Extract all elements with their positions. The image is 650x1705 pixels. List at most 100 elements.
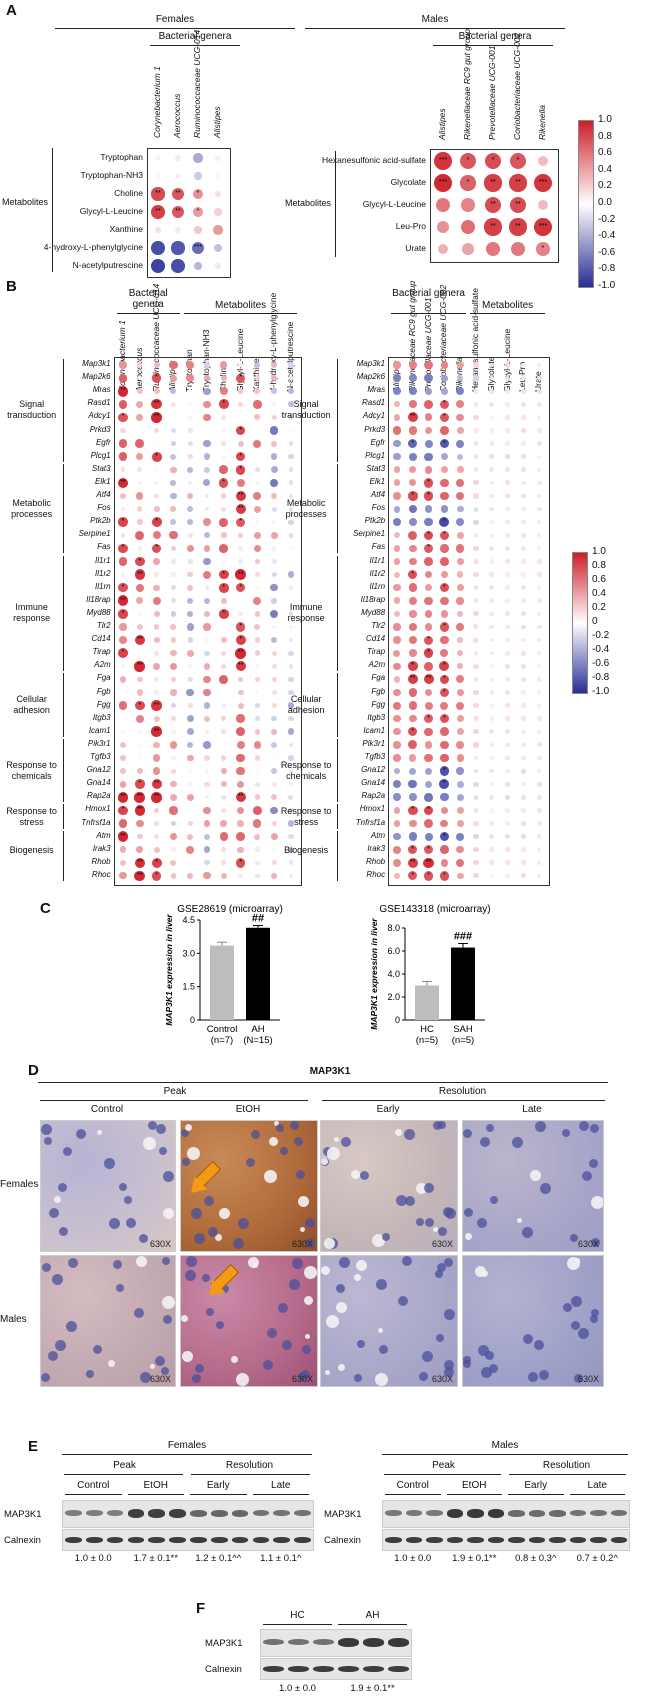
b-males-group-label: Biogenesis <box>284 844 329 855</box>
b-females-dot <box>204 755 210 761</box>
b-females-dot <box>221 559 226 564</box>
b-females-dot <box>118 701 128 710</box>
b-males-dot <box>408 805 418 816</box>
a-females-dot <box>214 190 222 198</box>
b-males-star: * <box>443 780 446 788</box>
b-females-dot <box>203 400 211 408</box>
b-females-dot <box>288 362 294 368</box>
e-females-band <box>294 1510 311 1517</box>
b-males-dot <box>489 598 495 604</box>
e-females-group-line <box>127 1494 184 1495</box>
d-cell-feature <box>140 1371 151 1383</box>
a-males-star: * <box>516 157 520 164</box>
e-females-quant: 1.7 ± 0.1** <box>133 1553 178 1564</box>
b-males-dot <box>440 610 448 618</box>
d-cell-feature <box>436 1262 446 1272</box>
b-males-dot <box>440 571 448 579</box>
b-males-dot <box>424 661 433 671</box>
d-cell-feature <box>57 1183 67 1193</box>
a-males-dot <box>484 152 502 170</box>
d-title: MAP3K1 <box>309 1066 351 1077</box>
d-cell-feature <box>48 1207 59 1218</box>
b-females-dot <box>117 831 129 842</box>
b-females-dot <box>271 650 277 656</box>
d-cell-feature <box>480 1137 491 1148</box>
f-loading-label: Calnexin <box>205 1664 242 1675</box>
b-males-dot <box>536 533 542 538</box>
a-females-metabolite-label: Xanthine <box>109 224 143 234</box>
d-micrograph: 630X <box>40 1120 176 1252</box>
b-males-dot <box>456 505 464 513</box>
colorbar-b-tick: -1.0 <box>592 686 610 697</box>
b-males-dot <box>489 546 495 551</box>
b-females-gene-label: Tirap <box>92 647 111 657</box>
d-cell-feature <box>154 1355 165 1366</box>
e-females-peak-label: Peak <box>113 1460 136 1471</box>
b-females-dot <box>254 375 261 381</box>
b-females-dot <box>235 490 246 502</box>
b-females-dot <box>186 610 194 618</box>
b-males-dot <box>408 871 418 881</box>
a-females-sub-line <box>150 45 240 46</box>
b-females-dot <box>137 611 142 616</box>
b-females-dot <box>270 583 278 592</box>
c-y-tick-label: 2.0 <box>387 992 400 1002</box>
b-females-star: * <box>138 701 142 709</box>
b-females-dot <box>235 635 246 646</box>
b-males-dot <box>456 531 464 539</box>
d-cell-feature <box>181 1157 190 1166</box>
b-males-dot <box>505 860 511 866</box>
b-males-dot <box>408 504 418 514</box>
d-cell-feature <box>528 1371 539 1382</box>
b-males-dot <box>489 388 495 394</box>
b-males-dot <box>505 559 511 564</box>
b-males-dot <box>520 676 526 682</box>
b-males-dot <box>536 415 542 420</box>
a-females-dot <box>192 188 204 200</box>
b-males-dot <box>456 688 464 697</box>
b-males-gene-label: Elk1 <box>369 476 386 486</box>
b-females-star: ** <box>137 806 143 814</box>
d-cell-feature <box>97 1129 103 1135</box>
b-females-star: * <box>239 426 242 434</box>
e-females-band <box>252 1510 270 1517</box>
b-females-dot <box>236 832 245 841</box>
b-females-dot <box>255 585 260 590</box>
b-males-star: * <box>443 583 446 591</box>
b-females-dot <box>170 794 177 801</box>
c-y-tick-label: 4.5 <box>182 915 195 925</box>
b-females-dot <box>270 466 278 474</box>
d-cell-feature <box>326 1147 340 1161</box>
a-females-dot <box>154 226 162 234</box>
b-females-dot <box>186 374 194 382</box>
b-males-dot <box>505 781 510 787</box>
b-females-dot <box>118 557 128 566</box>
f-group-line <box>338 1624 407 1625</box>
d-cell-feature <box>574 1373 584 1383</box>
b-males-dot <box>473 506 479 512</box>
b-males-dot <box>408 622 417 632</box>
b-females-dot <box>119 361 127 369</box>
e-males-band <box>446 1509 463 1518</box>
b-females-dot <box>272 546 277 551</box>
b-males-dot <box>408 426 417 435</box>
b-females-star: ** <box>153 780 160 788</box>
b-males-dot <box>489 782 494 787</box>
a-females-dot <box>174 172 181 179</box>
b-females-dot <box>218 582 229 593</box>
b-males-dot <box>408 491 418 501</box>
b-females-dot <box>170 479 177 486</box>
b-males-metabolites-line <box>470 313 546 314</box>
c-n-label: (n=5) <box>416 1035 438 1046</box>
b-females-star: * <box>239 374 242 382</box>
b-females-gene-label: Ptk2b <box>90 516 111 526</box>
b-females-dot <box>270 806 279 815</box>
b-females-group-bracket <box>62 673 64 737</box>
a-males-star: ** <box>515 223 521 230</box>
b-males-dot <box>456 820 464 827</box>
d-cell-feature <box>247 1256 259 1268</box>
b-males-dot <box>456 858 465 867</box>
b-females-dot <box>272 847 277 852</box>
b-females-dot <box>136 453 144 461</box>
